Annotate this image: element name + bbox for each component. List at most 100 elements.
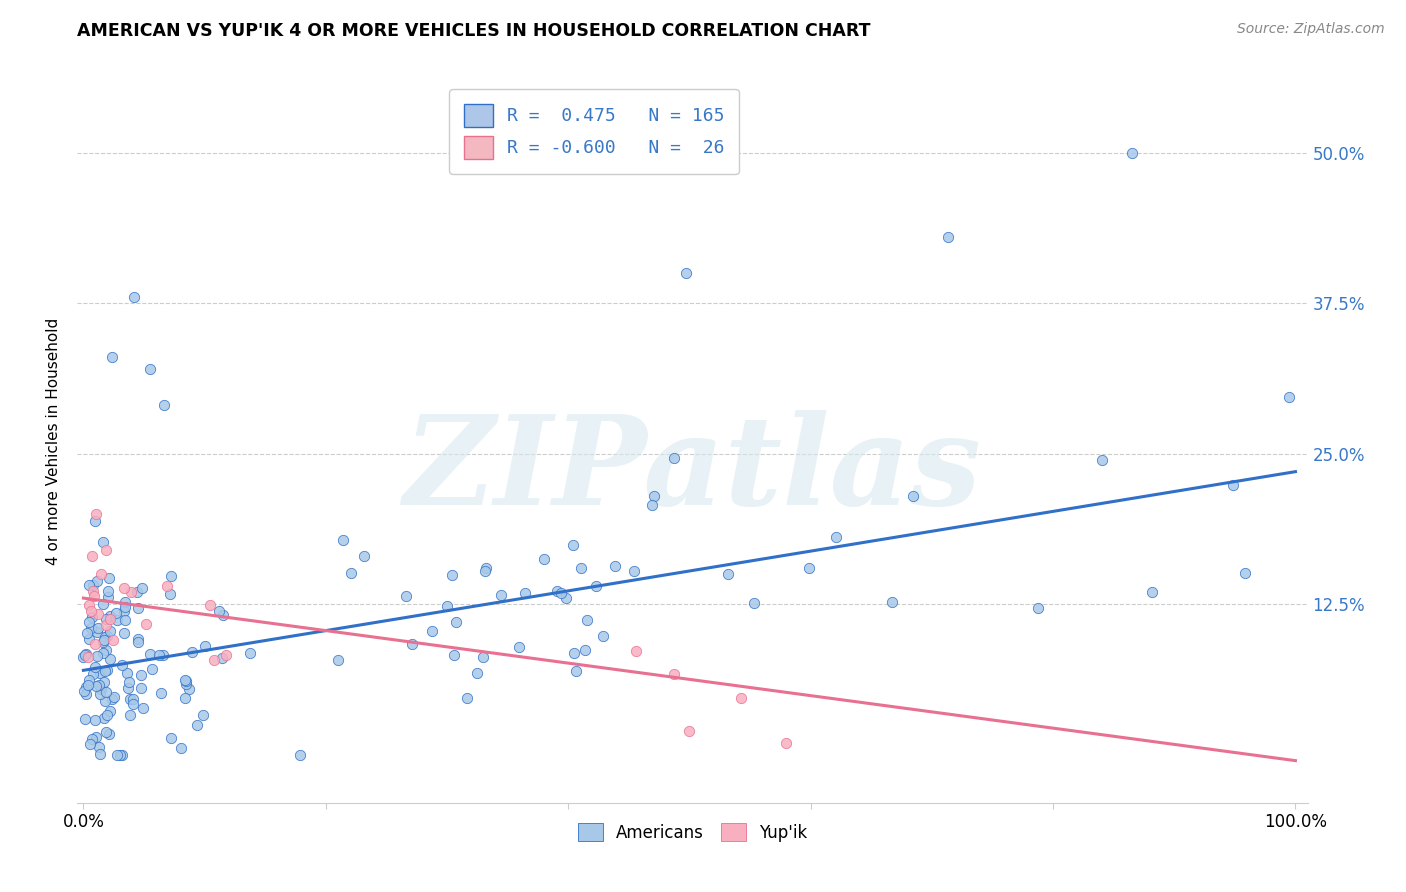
Point: [114, 599, 136, 614]
Point: [96, 708, 118, 723]
Point: [555, 591, 578, 606]
Point: [84, 507, 107, 521]
Point: [80, 604, 103, 618]
Point: [86, 624, 108, 639]
Point: [89, 747, 111, 762]
Point: [138, 647, 160, 661]
Point: [662, 666, 685, 681]
Point: [353, 549, 375, 563]
Point: [623, 564, 645, 578]
Point: [94, 694, 117, 708]
Point: [148, 648, 170, 662]
Point: [1278, 391, 1301, 405]
Point: [93, 675, 115, 690]
Point: [675, 266, 697, 280]
Point: [93, 633, 115, 648]
Point: [93, 711, 115, 725]
Point: [1026, 601, 1049, 615]
Text: AMERICAN VS YUP'IK 4 OR MORE VEHICLES IN HOUSEHOLD CORRELATION CHART: AMERICAN VS YUP'IK 4 OR MORE VEHICLES IN…: [77, 22, 870, 40]
Point: [111, 747, 134, 762]
Point: [79, 737, 101, 751]
Point: [82, 667, 104, 681]
Point: [86, 607, 108, 621]
Point: [565, 664, 588, 678]
Point: [98, 704, 121, 718]
Point: [127, 635, 149, 649]
Point: [489, 588, 512, 602]
Point: [152, 648, 174, 663]
Point: [420, 624, 443, 638]
Point: [139, 362, 162, 376]
Point: [91, 534, 114, 549]
Point: [77, 599, 100, 613]
Point: [112, 626, 135, 640]
Point: [444, 615, 467, 630]
Point: [936, 230, 959, 244]
Point: [94, 665, 117, 679]
Point: [174, 690, 197, 705]
Point: [86, 621, 108, 635]
Point: [77, 632, 100, 647]
Point: [96, 629, 118, 643]
Point: [174, 673, 197, 687]
Point: [152, 398, 174, 412]
Point: [1140, 585, 1163, 599]
Point: [212, 608, 235, 623]
Point: [91, 598, 114, 612]
Point: [96, 542, 118, 557]
Point: [100, 612, 122, 626]
Point: [191, 708, 214, 723]
Point: [475, 561, 498, 575]
Point: [103, 690, 125, 704]
Point: [742, 596, 765, 610]
Point: [825, 530, 848, 544]
Point: [94, 685, 117, 699]
Point: [94, 618, 117, 632]
Point: [474, 564, 496, 578]
Point: [91, 635, 114, 649]
Point: [80, 610, 103, 624]
Point: [436, 599, 458, 613]
Point: [159, 569, 181, 583]
Point: [141, 662, 163, 676]
Point: [643, 489, 665, 503]
Point: [114, 613, 136, 627]
Point: [775, 735, 797, 749]
Point: [89, 687, 111, 701]
Point: [118, 692, 141, 706]
Y-axis label: 4 or more Vehicles in Household: 4 or more Vehicles in Household: [46, 318, 62, 566]
Point: [332, 533, 354, 548]
Point: [87, 678, 110, 692]
Point: [77, 650, 100, 665]
Point: [115, 666, 138, 681]
Point: [97, 727, 120, 741]
Point: [131, 701, 153, 715]
Point: [395, 590, 418, 604]
Point: [129, 681, 152, 695]
Point: [340, 566, 363, 581]
Point: [575, 613, 598, 627]
Point: [181, 645, 204, 659]
Point: [94, 642, 117, 657]
Point: [131, 668, 153, 682]
Point: [111, 657, 134, 672]
Point: [174, 677, 197, 691]
Point: [75, 647, 97, 661]
Text: Source: ZipAtlas.com: Source: ZipAtlas.com: [1237, 22, 1385, 37]
Point: [170, 741, 193, 756]
Point: [73, 683, 96, 698]
Point: [108, 747, 131, 762]
Point: [882, 594, 904, 608]
Point: [83, 515, 105, 529]
Point: [121, 697, 143, 711]
Text: ZIPatlas: ZIPatlas: [404, 409, 981, 532]
Point: [730, 691, 752, 706]
Point: [101, 350, 124, 364]
Point: [208, 604, 231, 618]
Point: [86, 679, 108, 693]
Point: [86, 574, 108, 588]
Point: [96, 725, 118, 739]
Point: [546, 584, 568, 599]
Point: [79, 621, 101, 635]
Point: [562, 646, 585, 660]
